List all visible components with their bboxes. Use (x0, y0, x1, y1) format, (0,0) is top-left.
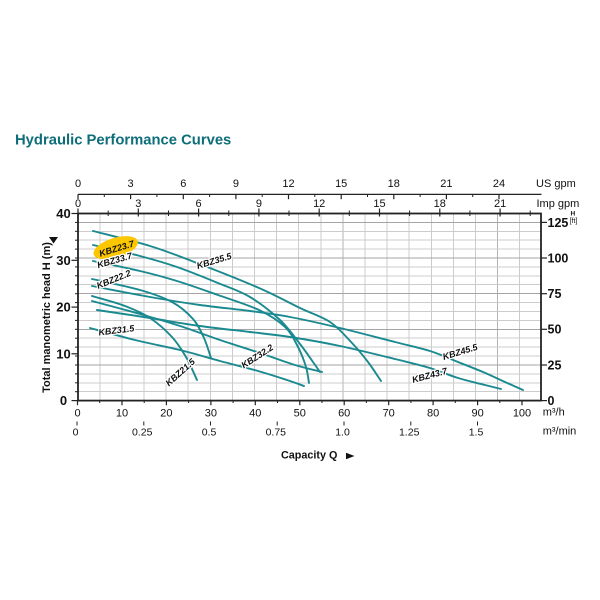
svg-text:20: 20 (56, 300, 70, 315)
svg-text:100: 100 (548, 251, 569, 265)
svg-text:40: 40 (249, 408, 261, 420)
svg-text:6: 6 (196, 198, 202, 210)
svg-text:30: 30 (56, 253, 70, 268)
svg-text:1.25: 1.25 (399, 427, 420, 439)
svg-text:Imp gpm: Imp gpm (537, 198, 580, 210)
svg-text:Total manometric head H (m): Total manometric head H (m) (41, 242, 53, 393)
svg-text:0: 0 (548, 394, 555, 408)
svg-text:Capacity Q: Capacity Q (281, 450, 337, 462)
svg-text:9: 9 (256, 198, 262, 210)
svg-text:3: 3 (135, 198, 141, 210)
svg-text:40: 40 (56, 206, 70, 221)
svg-text:1.0: 1.0 (335, 427, 350, 439)
svg-text:0: 0 (73, 427, 79, 439)
svg-text:70: 70 (383, 408, 395, 420)
svg-text:0: 0 (75, 198, 81, 210)
svg-text:75: 75 (548, 287, 562, 301)
svg-text:21: 21 (440, 178, 452, 190)
svg-text:10: 10 (116, 408, 128, 420)
svg-text:0: 0 (60, 393, 67, 408)
svg-text:[ft]: [ft] (570, 218, 578, 225)
svg-text:100: 100 (513, 408, 531, 420)
svg-text:18: 18 (434, 198, 446, 210)
svg-text:15: 15 (373, 198, 385, 210)
svg-text:80: 80 (427, 408, 439, 420)
svg-text:15: 15 (335, 178, 347, 190)
svg-text:9: 9 (233, 178, 239, 190)
svg-text:20: 20 (160, 408, 172, 420)
svg-text:0: 0 (74, 408, 80, 420)
svg-text:30: 30 (205, 408, 217, 420)
svg-text:50: 50 (294, 408, 306, 420)
svg-text:6: 6 (180, 178, 186, 190)
svg-text:0: 0 (75, 178, 81, 190)
svg-text:12: 12 (313, 198, 325, 210)
svg-text:3: 3 (128, 178, 134, 190)
svg-text:25: 25 (548, 358, 562, 372)
svg-text:10: 10 (56, 346, 70, 361)
svg-text:90: 90 (471, 408, 483, 420)
svg-text:21: 21 (494, 198, 506, 210)
svg-text:60: 60 (338, 408, 350, 420)
svg-text:m³/min: m³/min (543, 426, 577, 438)
svg-text:0.5: 0.5 (202, 427, 217, 439)
svg-text:H: H (570, 211, 575, 218)
svg-text:24: 24 (493, 178, 505, 190)
svg-text:12: 12 (282, 178, 294, 190)
svg-text:0.25: 0.25 (132, 427, 153, 439)
svg-text:US gpm: US gpm (536, 178, 576, 190)
svg-text:18: 18 (388, 178, 400, 190)
svg-text:1.5: 1.5 (469, 427, 484, 439)
svg-text:Hydraulic Performance Curves: Hydraulic Performance Curves (15, 133, 231, 149)
svg-text:125: 125 (548, 216, 569, 230)
svg-text:50: 50 (548, 323, 562, 337)
svg-text:m³/h: m³/h (543, 407, 565, 419)
svg-text:0.75: 0.75 (266, 427, 287, 439)
